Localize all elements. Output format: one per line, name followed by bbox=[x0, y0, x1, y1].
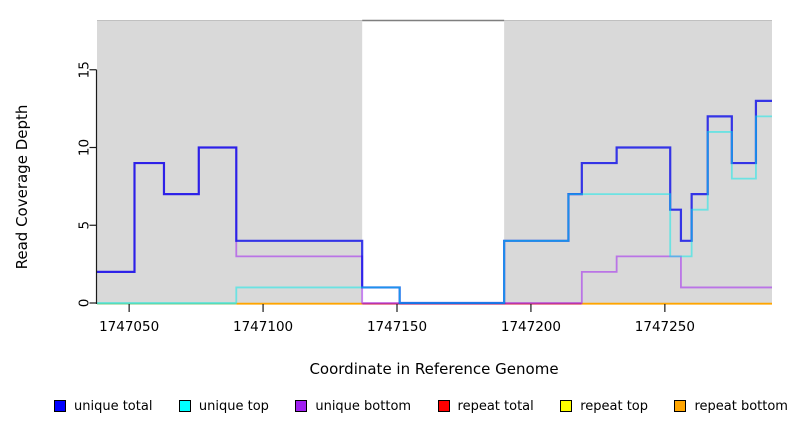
legend-item-repeat-top: repeat top bbox=[560, 399, 648, 414]
x-tick-label: 1747250 bbox=[635, 319, 695, 335]
legend-swatch bbox=[674, 400, 687, 412]
legend-swatch bbox=[54, 400, 66, 412]
legend-item-unique-total: unique total bbox=[54, 399, 152, 414]
legend-label: repeat total bbox=[457, 398, 534, 414]
x-tick-label: 1747200 bbox=[501, 319, 561, 335]
legend-label: repeat bottom bbox=[694, 398, 788, 414]
legend-label: unique top bbox=[198, 398, 269, 414]
legend-label: unique total bbox=[74, 398, 153, 414]
y-tick-label: 5 bbox=[77, 221, 93, 230]
legend-item-repeat-bottom: repeat bottom bbox=[674, 399, 788, 414]
coverage-plot: 0 5 10 15 1747050 1747100 1747150 1747200 174725… bbox=[13, 19, 772, 378]
legend-item-repeat-total: repeat total bbox=[437, 398, 534, 414]
axes-layer: 0 5 10 15 1747050 1747100 1747150 1747200 174725… bbox=[77, 61, 695, 335]
legend-item-unique-top: unique top bbox=[178, 398, 269, 414]
legend: unique total unique top unique bottom repea… bbox=[54, 396, 788, 416]
shaded-regions-layer bbox=[97, 19, 772, 304]
series-lines-layer bbox=[97, 99, 772, 305]
legend-swatch bbox=[437, 400, 450, 412]
series-line-unique-top bbox=[97, 115, 772, 304]
x-axis-label: Coordinate in Reference Genome bbox=[309, 360, 558, 378]
y-tick-label: 10 bbox=[77, 139, 93, 156]
x-tick-label: 1747100 bbox=[233, 319, 293, 335]
x-tick-label: 1747150 bbox=[367, 319, 427, 335]
y-axis-label: Read Coverage Depth bbox=[13, 105, 31, 270]
legend-swatch bbox=[178, 400, 191, 412]
x-tick-label: 1747050 bbox=[99, 319, 159, 335]
shaded-region bbox=[97, 20, 363, 304]
legend-label: repeat top bbox=[580, 398, 648, 414]
y-tick-label: 15 bbox=[77, 61, 93, 78]
legend-swatch bbox=[295, 400, 308, 412]
y-tick-label: 0 bbox=[77, 299, 93, 308]
legend-label: unique bottom bbox=[315, 398, 412, 414]
legend-swatch bbox=[560, 400, 573, 412]
legend-item-unique-bottom: unique bottom bbox=[295, 399, 411, 414]
